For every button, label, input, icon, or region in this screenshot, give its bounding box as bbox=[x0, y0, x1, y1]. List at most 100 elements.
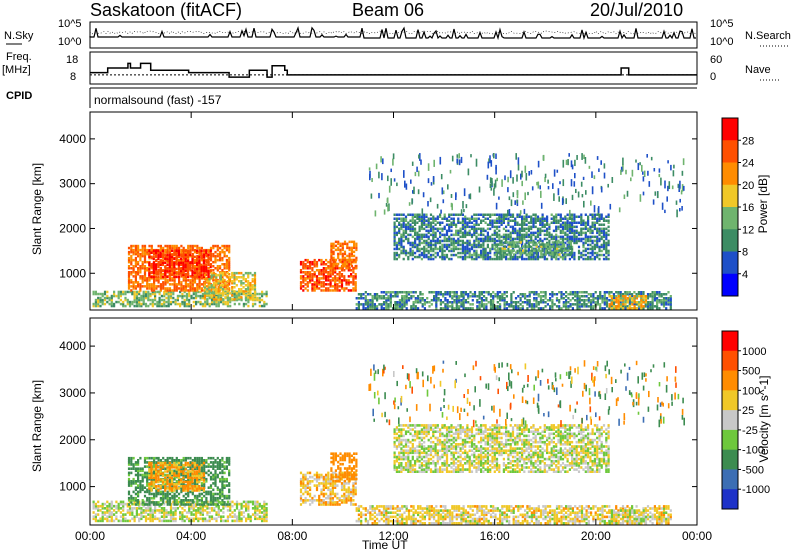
power-cell bbox=[596, 227, 599, 231]
power-cell bbox=[334, 287, 337, 290]
power-cell bbox=[247, 292, 250, 296]
power-cell bbox=[189, 275, 192, 278]
power-cell bbox=[407, 297, 411, 300]
power-cell bbox=[346, 260, 349, 264]
power-cell bbox=[667, 297, 670, 300]
power-cell bbox=[495, 257, 499, 261]
velocity-cell bbox=[140, 511, 143, 514]
power-cell bbox=[325, 283, 328, 286]
power-cell bbox=[175, 287, 178, 290]
power-cell bbox=[461, 223, 464, 226]
power-echo bbox=[416, 166, 418, 173]
power-cell bbox=[552, 221, 555, 224]
power-cell bbox=[389, 301, 392, 304]
velocity-cell bbox=[122, 502, 125, 506]
power-cell bbox=[210, 273, 213, 277]
power-echo bbox=[491, 178, 493, 186]
power-cell bbox=[398, 229, 401, 233]
power-cell bbox=[97, 292, 100, 296]
power-cell bbox=[146, 281, 149, 284]
power-cell bbox=[322, 267, 325, 270]
power-cell bbox=[130, 260, 133, 264]
power-cell bbox=[662, 301, 666, 304]
power-cell bbox=[162, 281, 165, 284]
power-cell bbox=[503, 303, 506, 306]
power-cell bbox=[505, 233, 508, 237]
power-cell bbox=[329, 271, 332, 274]
power-cell bbox=[152, 263, 155, 267]
power-cell bbox=[584, 249, 587, 253]
power-cell bbox=[336, 267, 339, 270]
power-echo bbox=[501, 179, 503, 187]
power-cell bbox=[173, 251, 176, 254]
power-cell bbox=[471, 299, 474, 302]
power-cell bbox=[315, 263, 319, 266]
power-cell bbox=[122, 300, 125, 304]
power-cell bbox=[498, 217, 501, 220]
power-cell bbox=[400, 249, 403, 253]
power-cell bbox=[395, 231, 398, 235]
power-cell bbox=[138, 290, 141, 294]
power-cell bbox=[621, 305, 625, 308]
power-cell bbox=[256, 298, 259, 302]
power-cell bbox=[411, 221, 414, 224]
power-echo bbox=[569, 209, 571, 218]
power-cell bbox=[233, 298, 236, 301]
power-cell bbox=[603, 291, 606, 294]
power-cell bbox=[439, 307, 442, 310]
velocity-cell bbox=[101, 507, 104, 510]
velocity-cell bbox=[133, 519, 136, 523]
power-cell bbox=[251, 278, 254, 281]
power-cell bbox=[605, 245, 608, 249]
power-cell bbox=[251, 294, 254, 297]
power-cell bbox=[549, 247, 552, 250]
power-cell bbox=[444, 305, 447, 308]
power-cell bbox=[594, 297, 597, 300]
power-echo bbox=[598, 168, 600, 172]
power-cell bbox=[589, 255, 592, 259]
power-cell bbox=[445, 247, 449, 251]
power-cell bbox=[251, 302, 255, 306]
power-cell bbox=[148, 255, 151, 259]
power-cell bbox=[409, 249, 412, 253]
power-cell bbox=[516, 215, 519, 218]
power-cell bbox=[414, 291, 417, 294]
power-cell bbox=[439, 239, 442, 243]
power-cell bbox=[380, 303, 383, 306]
power-cell bbox=[223, 263, 226, 266]
power-cell bbox=[561, 257, 565, 261]
power-cell bbox=[489, 239, 492, 243]
power-cell bbox=[443, 217, 446, 220]
power-cell bbox=[500, 255, 503, 259]
power-cell bbox=[240, 271, 243, 275]
power-cell bbox=[559, 237, 562, 241]
power-cell bbox=[425, 253, 428, 257]
power-cell bbox=[175, 249, 178, 252]
power-cell bbox=[148, 269, 151, 273]
power-cell bbox=[583, 291, 586, 294]
power-cell bbox=[203, 296, 206, 299]
power-cell bbox=[550, 243, 553, 247]
power-cell bbox=[478, 305, 481, 308]
power-cell bbox=[640, 299, 643, 302]
power-echo bbox=[390, 178, 392, 186]
power-cell bbox=[169, 290, 173, 294]
power-cell bbox=[207, 255, 210, 259]
power-cell bbox=[161, 249, 164, 252]
power-cell bbox=[411, 257, 414, 261]
power-cell bbox=[541, 239, 544, 243]
power-cell bbox=[191, 283, 194, 286]
power-cell bbox=[546, 229, 549, 233]
power-cell bbox=[548, 243, 551, 247]
power-cell bbox=[470, 227, 474, 231]
power-cell bbox=[551, 251, 554, 254]
power-cell bbox=[404, 231, 408, 235]
power-cell bbox=[495, 253, 499, 257]
power-cell bbox=[598, 233, 601, 237]
power-echo bbox=[429, 197, 432, 203]
power-cell bbox=[163, 294, 166, 298]
power-cell bbox=[157, 263, 160, 267]
power-cell bbox=[556, 253, 559, 256]
power-cell bbox=[562, 293, 565, 296]
power-echo bbox=[581, 153, 583, 160]
